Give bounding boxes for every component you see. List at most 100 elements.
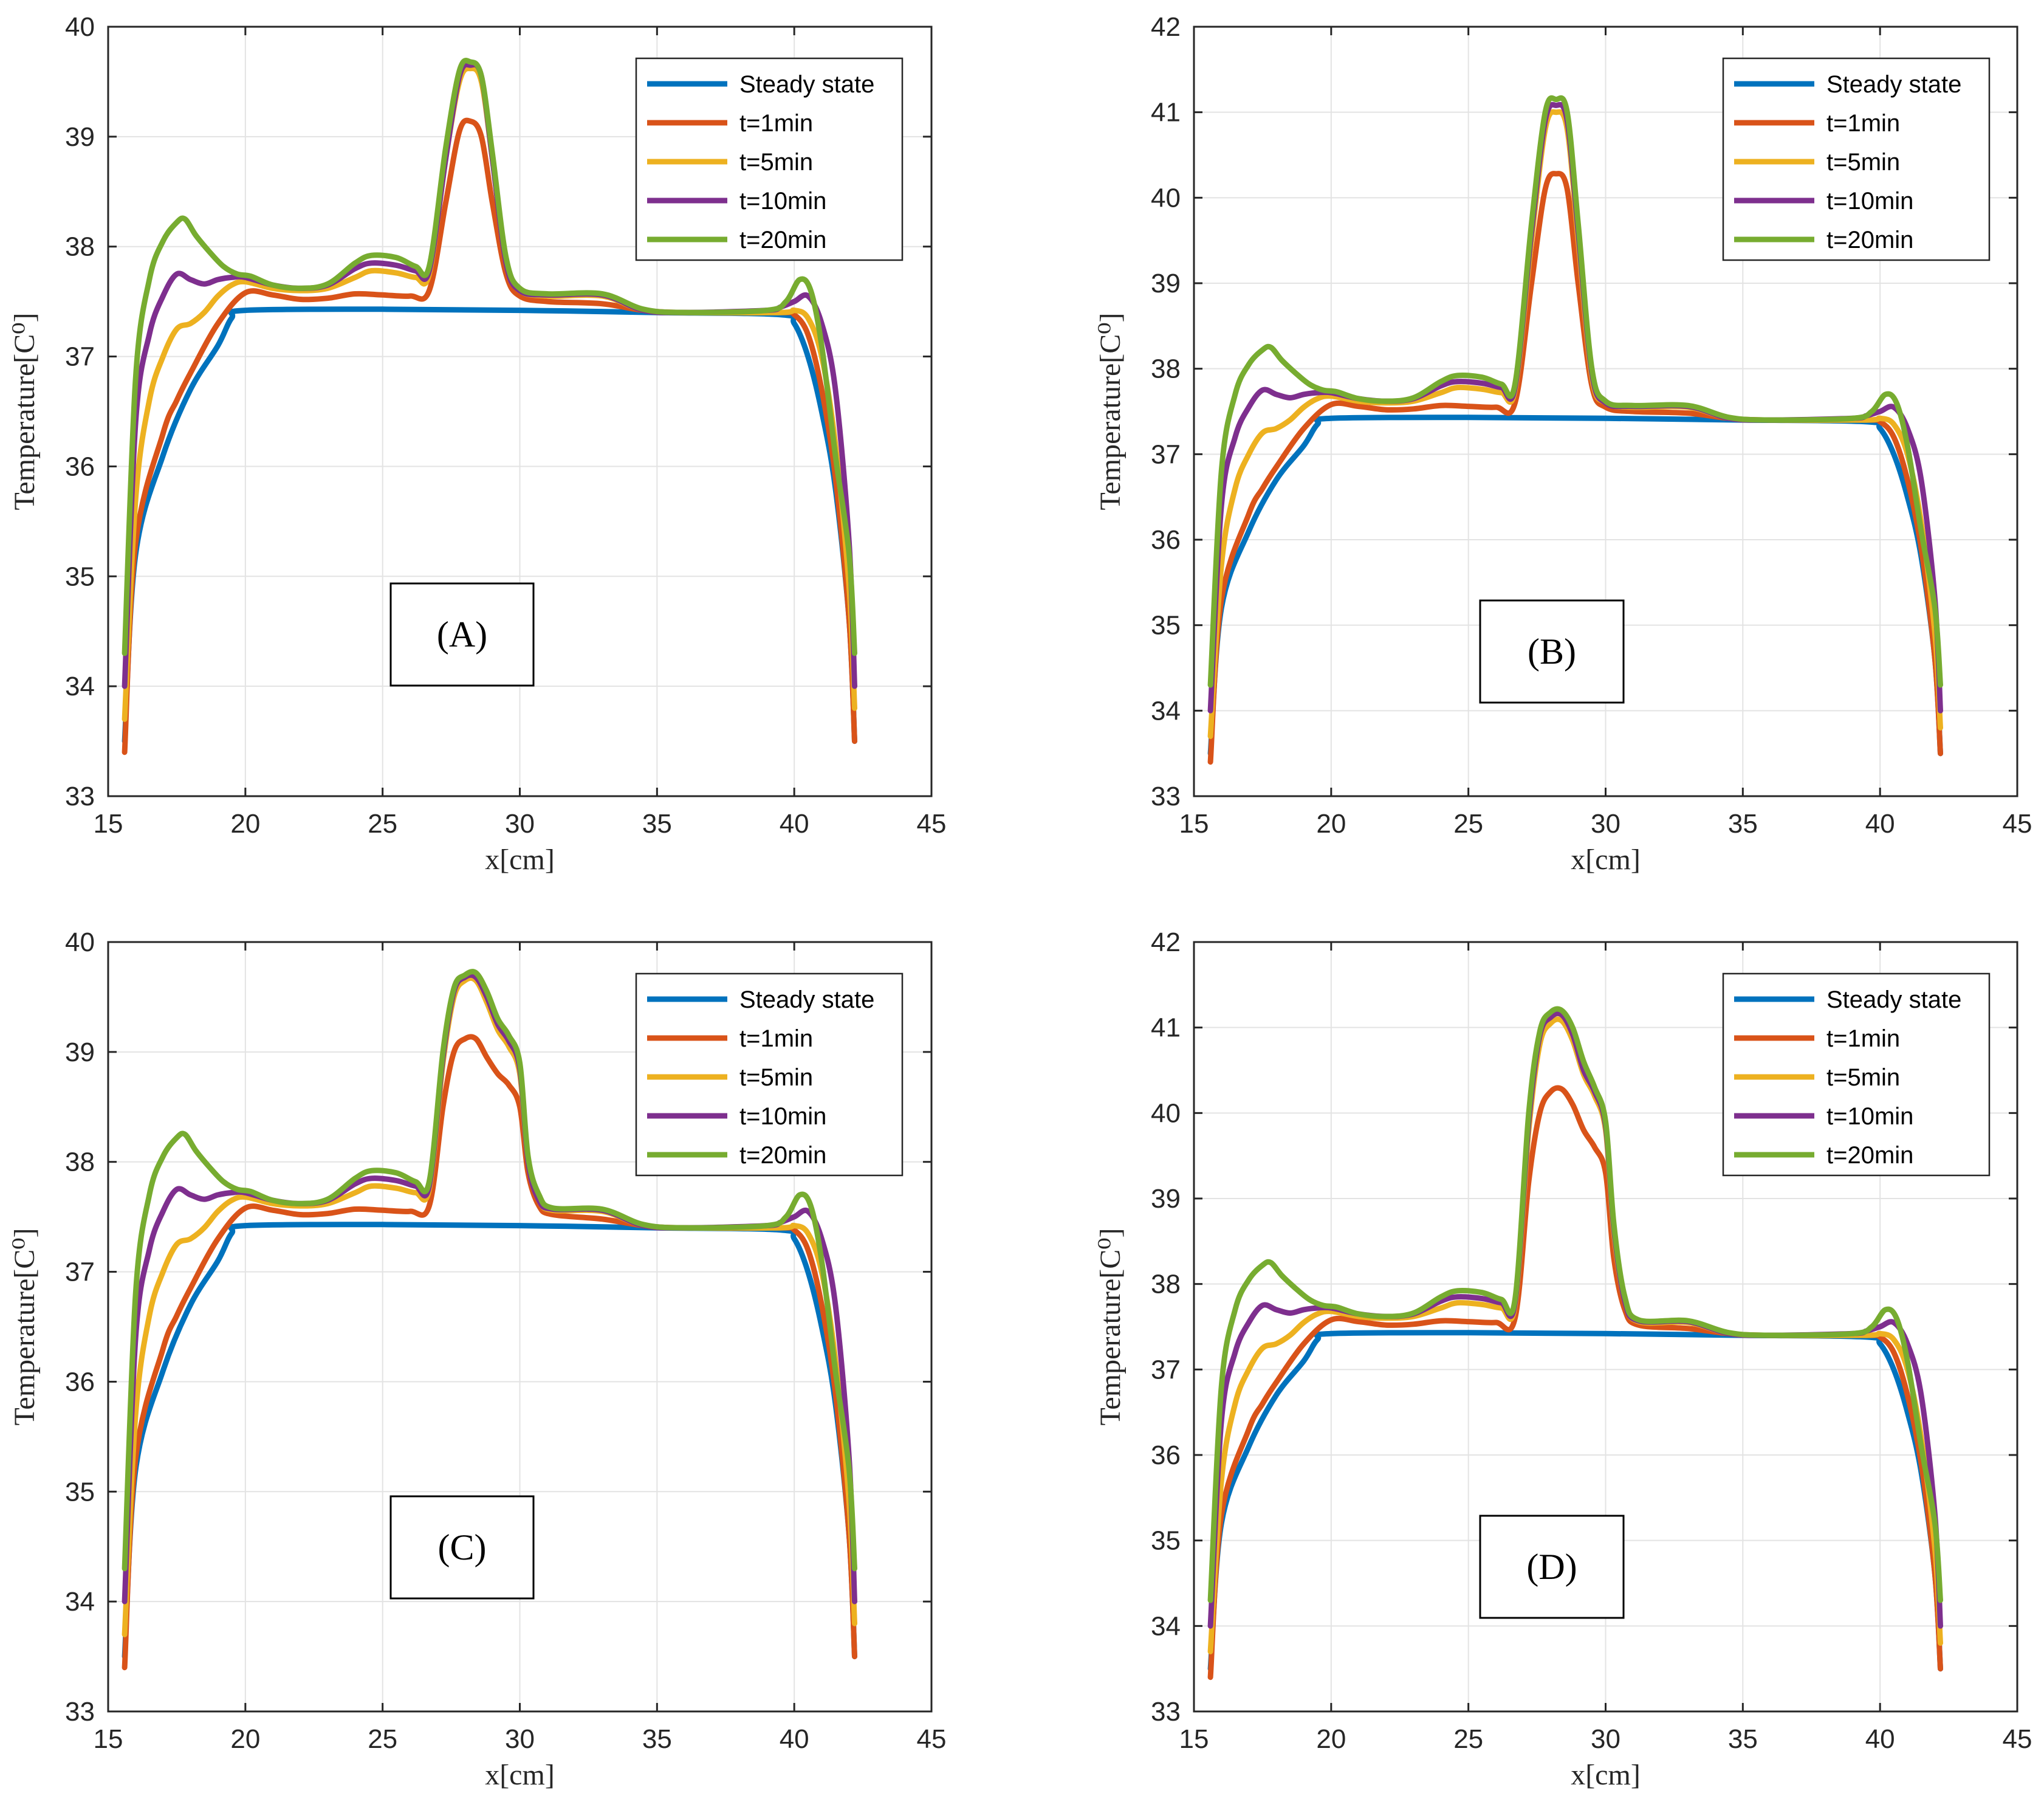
legend-entry: t=1min [1826, 1025, 1900, 1052]
y-axis-label: Temperature[C⁰] [9, 1228, 41, 1425]
y-tick-label: 40 [65, 927, 95, 957]
legend-entry: t=20min [1826, 1142, 1913, 1169]
y-axis-label: Temperature[C⁰] [1094, 312, 1127, 510]
y-tick-label: 36 [65, 452, 95, 481]
x-tick-label: 20 [230, 1724, 260, 1754]
legend-entry: Steady state [739, 986, 874, 1013]
series-line-t-20min [1207, 1006, 1943, 1603]
y-tick-label: 38 [1151, 354, 1181, 384]
x-tick-label: 45 [917, 809, 947, 839]
legend-entry: Steady state [739, 71, 874, 98]
x-tick-label: 40 [780, 809, 809, 839]
x-axis-label: x[cm] [485, 1759, 555, 1791]
x-tick-label: 35 [1728, 1724, 1758, 1754]
y-tick-label: 36 [1151, 525, 1181, 555]
x-tick-label: 35 [1728, 809, 1758, 839]
y-tick-label: 33 [65, 782, 95, 811]
legend-entry: t=5min [739, 1064, 813, 1091]
legend-entry: t=1min [739, 110, 813, 137]
legend-entry: t=10min [1826, 1103, 1913, 1130]
y-tick-label: 35 [65, 1477, 95, 1507]
y-axis-label: Temperature[C⁰] [1094, 1228, 1127, 1425]
series-line-t-1min [122, 1034, 857, 1671]
y-tick-label: 41 [1151, 98, 1181, 128]
x-tick-label: 45 [917, 1724, 947, 1754]
x-tick-label: 30 [505, 809, 535, 839]
x-tick-label: 35 [642, 1724, 672, 1754]
y-tick-label: 38 [65, 1147, 95, 1177]
legend-entry: Steady state [1826, 986, 1961, 1013]
panel-label-box [389, 582, 535, 687]
panel-label-box [1479, 599, 1625, 704]
panel-label: (C) [438, 1527, 487, 1567]
y-tick-label: 36 [65, 1367, 95, 1397]
y-tick-label: 39 [1151, 269, 1181, 298]
x-tick-label: 40 [1865, 809, 1895, 839]
y-tick-label: 34 [65, 1587, 95, 1617]
chart-panel-2: 15 20 25 30 35 40 45 33 34 35 36 37 38 39 40 41 42 x[cm] T… [1094, 12, 2032, 876]
y-tick-label: 38 [1151, 1270, 1181, 1299]
y-axis-label: Temperature[C⁰] [9, 312, 41, 510]
y-tick-label: 39 [1151, 1184, 1181, 1214]
series-group [1207, 95, 1943, 765]
y-tick-label: 37 [65, 342, 95, 372]
chart-panel-1: 15 20 25 30 35 40 45 33 34 35 36 37 38 39 40 x[cm] Tempe… [9, 12, 946, 876]
y-tick-label: 42 [1151, 927, 1181, 957]
y-tick-label: 42 [1151, 12, 1181, 42]
legend-entry: t=20min [739, 1142, 826, 1169]
x-tick-label: 20 [230, 809, 260, 839]
legend-entry: Steady state [1826, 71, 1961, 98]
y-tick-label: 33 [1151, 1697, 1181, 1727]
legend-entry: t=20min [739, 227, 826, 253]
x-tick-label: 25 [368, 809, 397, 839]
legend-entry: t=1min [1826, 110, 1900, 137]
y-tick-label: 36 [1151, 1440, 1181, 1470]
y-tick-label: 33 [65, 1697, 95, 1727]
legend: Steady state t=1min t=5min t=10min t=20min [635, 972, 904, 1177]
chart-panel-3: 15 20 25 30 35 40 45 33 34 35 36 37 38 39 40 x[cm] Tempe… [9, 927, 946, 1791]
series-line-t-20min [122, 969, 857, 1572]
legend: Steady state t=1min t=5min t=10min t=20min [1722, 972, 1991, 1177]
y-tick-label: 35 [65, 562, 95, 591]
x-tick-label: 15 [1179, 1724, 1209, 1754]
legend-entry: t=10min [1826, 188, 1913, 215]
y-tick-label: 35 [1151, 611, 1181, 641]
x-tick-label: 15 [1179, 809, 1209, 839]
x-axis-label: x[cm] [1571, 844, 1641, 876]
y-tick-label: 39 [65, 1037, 95, 1067]
x-tick-label: 30 [1591, 1724, 1620, 1754]
x-tick-label: 30 [1591, 809, 1620, 839]
y-tick-label: 37 [1151, 439, 1181, 469]
panel-label: (A) [437, 614, 487, 655]
series-line-t-1min [122, 117, 857, 755]
y-tick-label: 35 [1151, 1526, 1181, 1556]
panel-label-box [1479, 1515, 1625, 1619]
x-tick-label: 45 [2003, 1724, 2032, 1754]
series-group [1207, 1006, 1943, 1680]
y-tick-label: 40 [1151, 1098, 1181, 1128]
x-tick-label: 25 [1453, 809, 1483, 839]
series-line-t-1min [1207, 1085, 1943, 1680]
panel-label-box [389, 1495, 535, 1600]
x-tick-label: 20 [1316, 1724, 1346, 1754]
legend-entry: t=1min [739, 1025, 813, 1052]
legend-entry: t=20min [1826, 227, 1913, 253]
x-tick-label: 15 [94, 1724, 123, 1754]
x-tick-label: 45 [2003, 809, 2032, 839]
legend: Steady state t=1min t=5min t=10min t=20min [635, 57, 904, 261]
series-line-t-1min [1207, 171, 1943, 765]
panel-label: (D) [1526, 1547, 1577, 1587]
x-tick-label: 25 [368, 1724, 397, 1754]
legend-entry: t=5min [1826, 1064, 1900, 1091]
y-tick-label: 41 [1151, 1013, 1181, 1043]
legend-entry: t=10min [739, 1103, 826, 1130]
x-tick-label: 40 [780, 1724, 809, 1754]
series-group [122, 58, 857, 755]
chart-panel-4: 15 20 25 30 35 40 45 33 34 35 36 37 38 39 40 41 42 x[cm] T… [1094, 927, 2032, 1791]
y-tick-label: 34 [1151, 696, 1181, 726]
y-tick-label: 34 [65, 672, 95, 701]
x-tick-label: 25 [1453, 1724, 1483, 1754]
y-tick-label: 38 [65, 232, 95, 262]
x-axis-label: x[cm] [1571, 1759, 1641, 1791]
x-tick-label: 35 [642, 809, 672, 839]
